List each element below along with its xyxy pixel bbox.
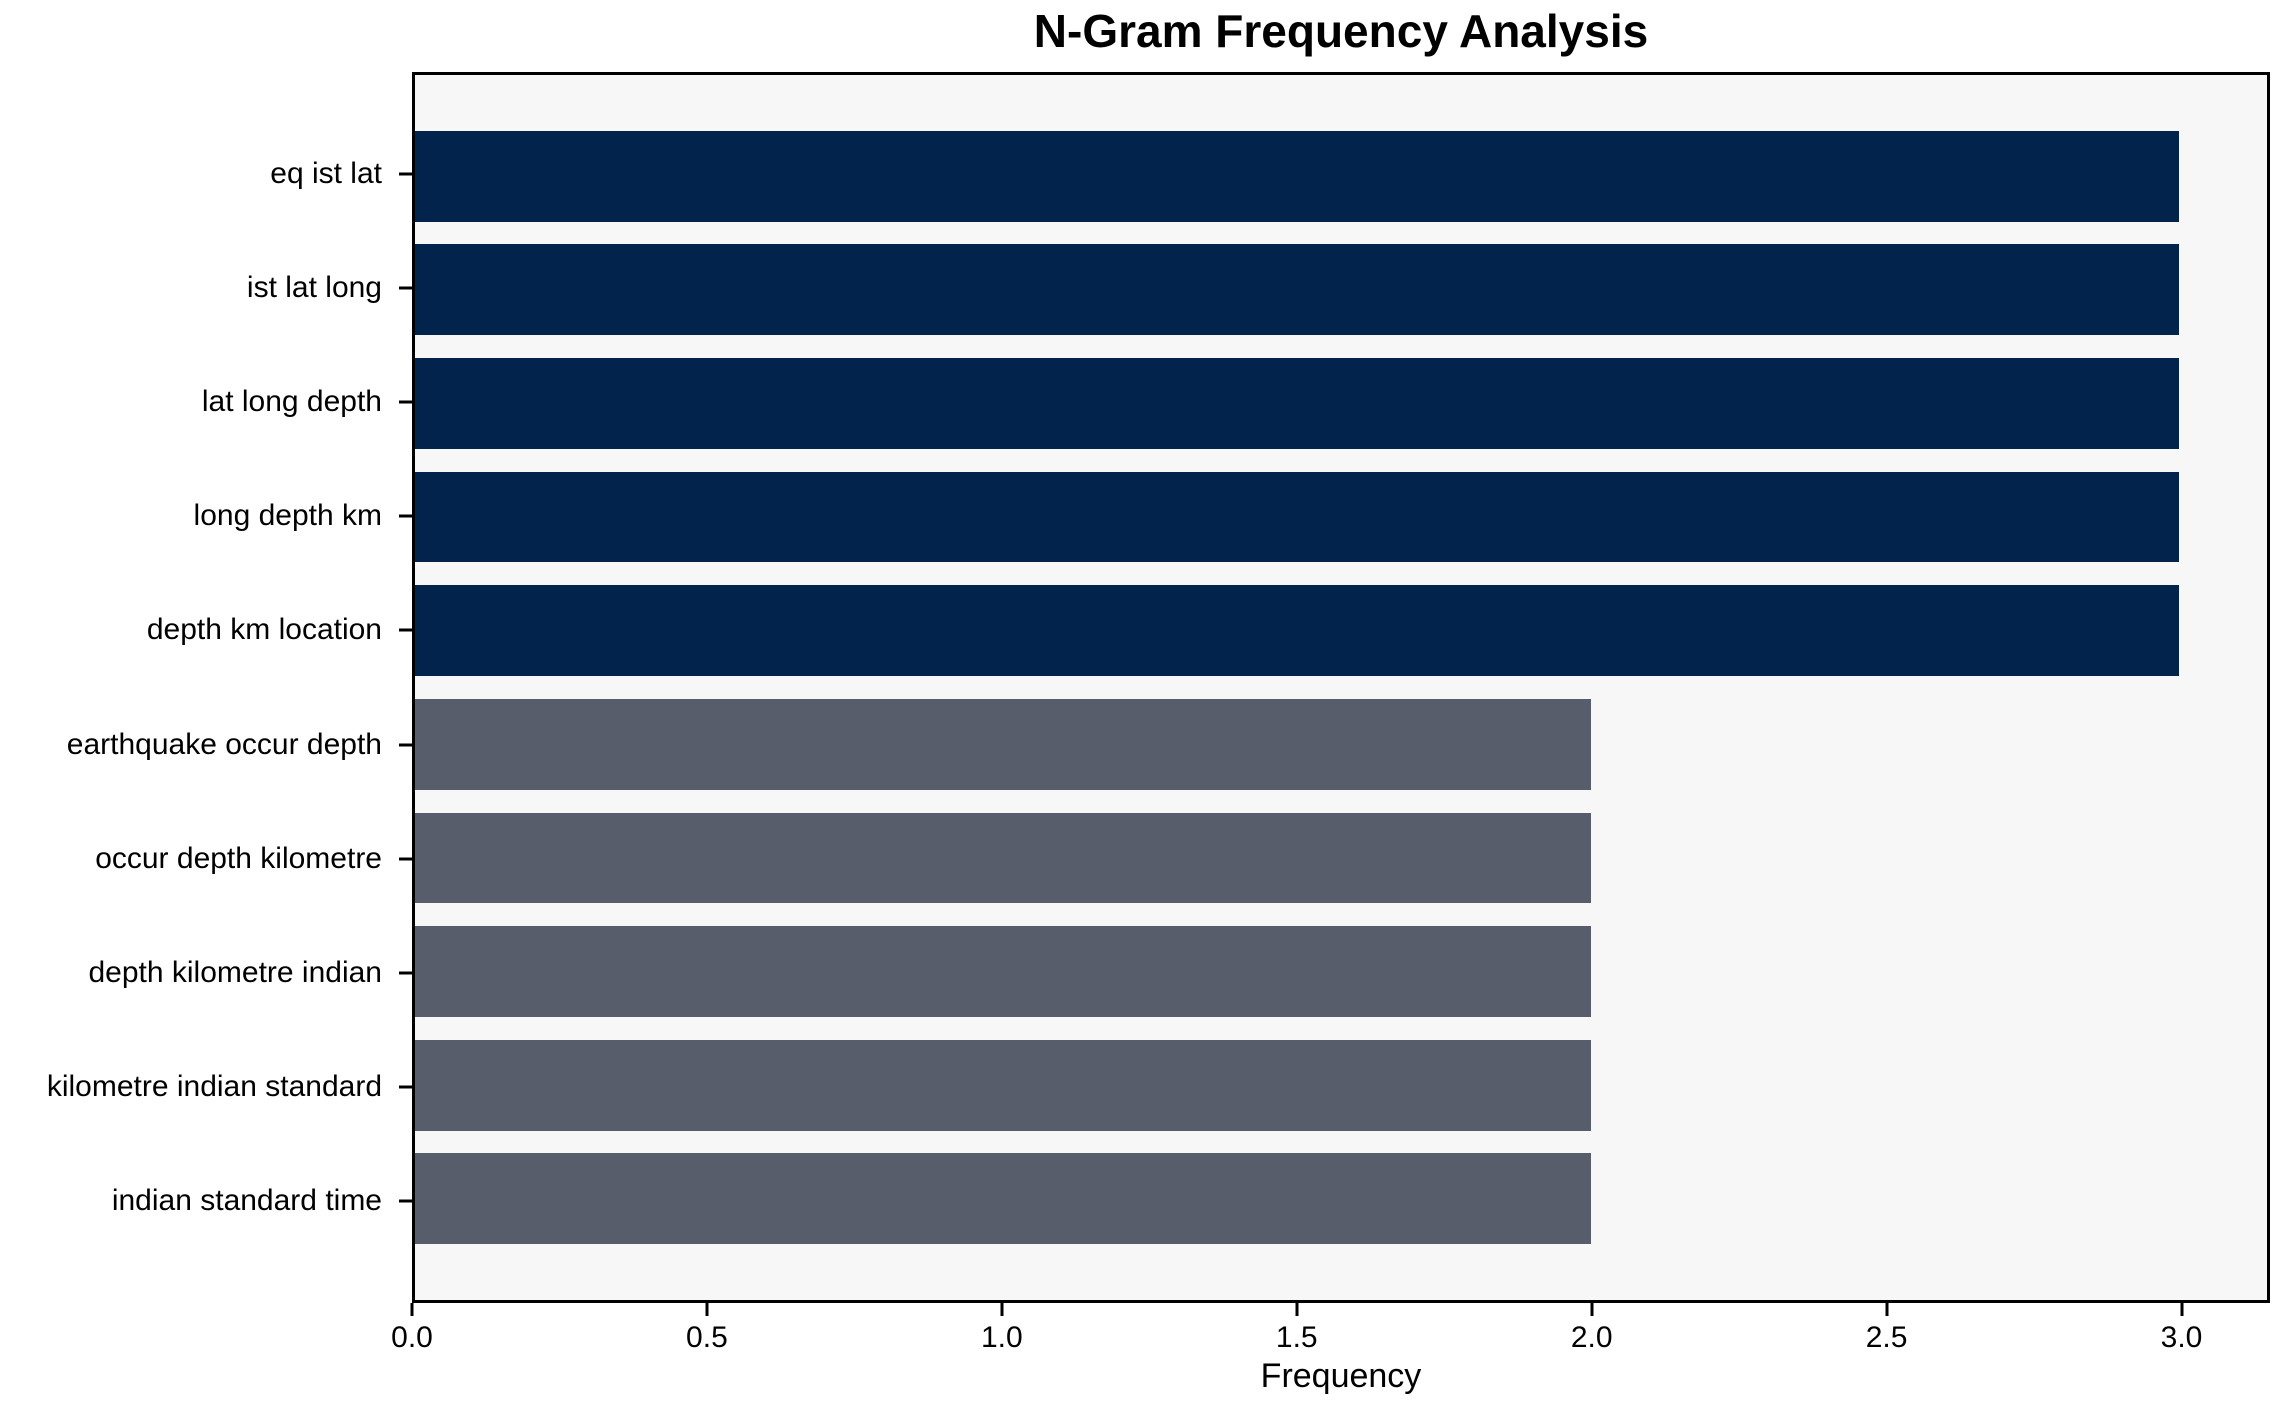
y-tick-mark <box>399 628 412 632</box>
x-tick-mark <box>410 1303 414 1316</box>
y-tick-label-lat-long-depth: lat long depth <box>201 385 382 419</box>
y-tick-label-depth-km-location: depth km location <box>146 613 382 647</box>
y-tick-label-depth-kilometre-indian: depth kilometre indian <box>88 955 382 989</box>
x-tick-mark <box>1295 1303 1299 1316</box>
x-tick-mark <box>1000 1303 1004 1316</box>
y-tick-label-ist-lat-long: ist lat long <box>246 270 382 304</box>
y-tick-mark <box>399 172 412 176</box>
x-tick-mark <box>705 1303 709 1316</box>
y-tick-mark <box>399 1199 412 1203</box>
x-tick-label-1.0: 1.0 <box>980 1321 1023 1354</box>
x-tick-label-1.5: 1.5 <box>1275 1321 1318 1354</box>
bar-depth-km-location <box>415 585 2179 677</box>
y-axis: eq ist lat ist lat long lat long depth long… <box>0 72 412 1303</box>
x-tick-label-0.5: 0.5 <box>686 1321 728 1354</box>
x-tick-label-2.5: 2.5 <box>1865 1321 1908 1354</box>
x-axis-label: Frequency <box>1260 1357 1422 1395</box>
y-tick-mark <box>399 400 412 404</box>
y-tick-label-eq-ist-lat: eq ist lat <box>270 156 382 190</box>
bar-long-depth-km <box>415 471 2179 563</box>
y-tick-label-occur-depth-kilometre: occur depth kilometre <box>95 841 382 875</box>
x-tick-label-0.0: 0.0 <box>391 1321 433 1354</box>
x-tick-mark <box>1885 1303 1889 1316</box>
bar-indian-standard-time <box>415 1153 1591 1245</box>
y-tick-label-kilometre-indian-standard: kilometre indian standard <box>46 1070 382 1104</box>
y-tick-mark <box>399 514 412 518</box>
y-tick-label-earthquake-occur-depth: earthquake occur depth <box>66 727 382 761</box>
bar-occur-depth-kilometre <box>415 812 1591 904</box>
y-tick-label-long-depth-km: long depth km <box>193 499 382 533</box>
y-tick-mark <box>399 857 412 861</box>
bar-ist-lat-long <box>415 244 2179 336</box>
bar-depth-kilometre-indian <box>415 926 1591 1018</box>
y-tick-mark <box>399 286 412 290</box>
y-tick-mark <box>399 743 412 747</box>
x-axis: 0.0 0.5 1.0 1.5 2.0 2.5 3.0 <box>391 1303 2270 1373</box>
y-tick-label-indian-standard-time: indian standard time <box>111 1184 382 1218</box>
x-tick-mark <box>1590 1303 1594 1316</box>
bar-kilometre-indian-standard <box>415 1039 1591 1131</box>
plot-area <box>412 72 2270 1303</box>
x-tick-label-3.0: 3.0 <box>2160 1321 2203 1354</box>
chart-title: N-Gram Frequency Analysis <box>1033 5 1649 57</box>
x-tick-label-2.0: 2.0 <box>1570 1321 1613 1354</box>
y-tick-mark <box>399 1085 412 1089</box>
bar-lat-long-depth <box>415 357 2179 449</box>
bar-earthquake-occur-depth <box>415 698 1591 790</box>
x-tick-mark <box>2180 1303 2184 1316</box>
bar-eq-ist-lat <box>415 130 2179 222</box>
y-tick-mark <box>399 971 412 975</box>
